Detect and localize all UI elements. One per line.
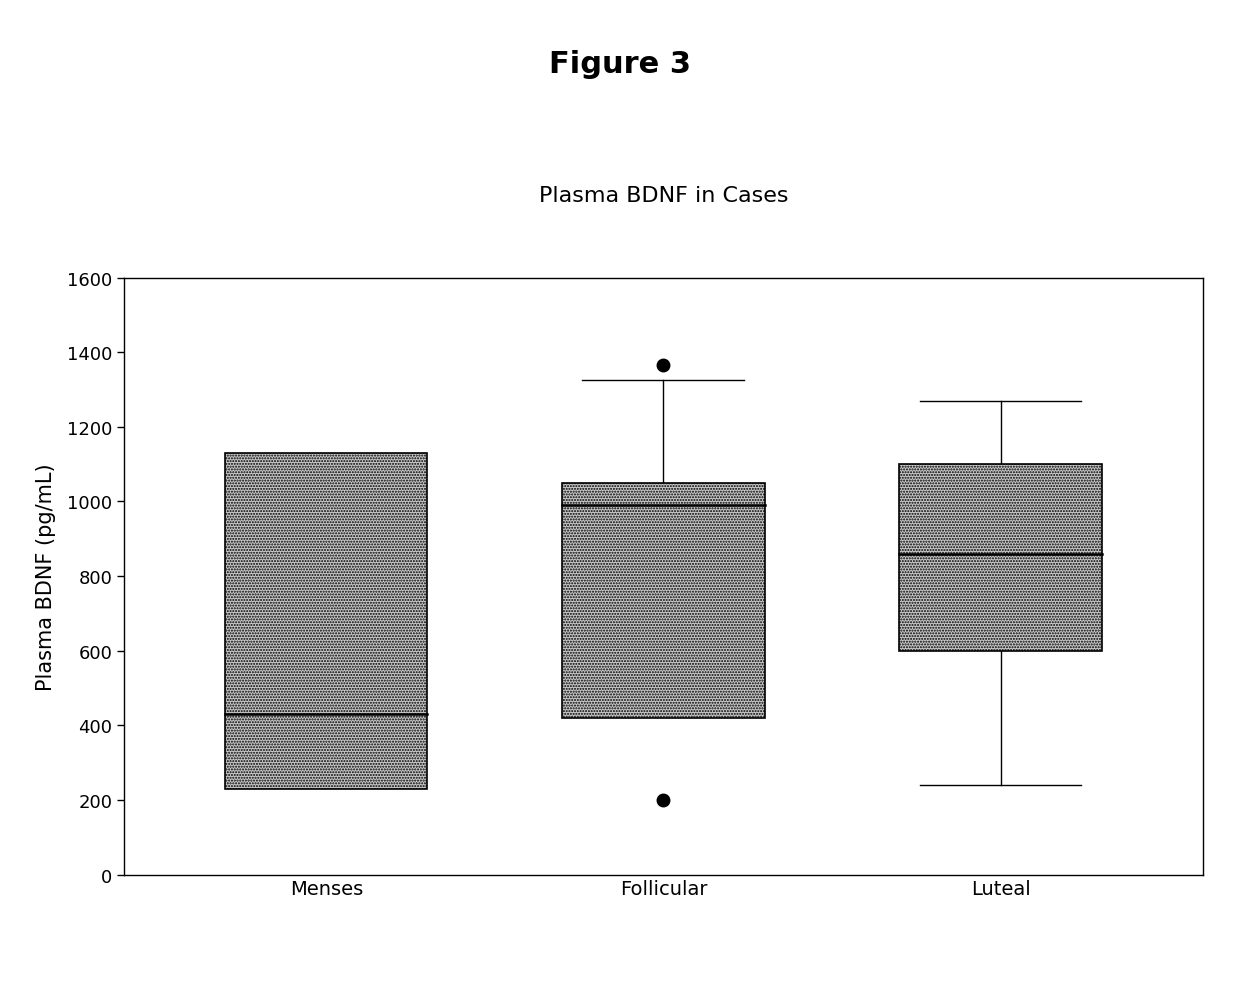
Title: Plasma BDNF in Cases: Plasma BDNF in Cases: [538, 186, 789, 206]
Bar: [226, 453, 428, 789]
Bar: [562, 483, 765, 718]
Text: Figure 3: Figure 3: [549, 50, 691, 79]
Bar: [899, 465, 1101, 651]
Y-axis label: Plasma BDNF (pg/mL): Plasma BDNF (pg/mL): [36, 463, 56, 690]
